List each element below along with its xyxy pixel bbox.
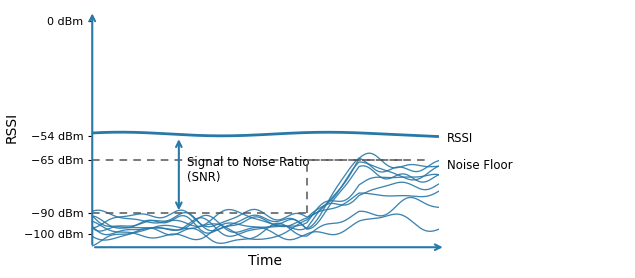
Text: RSSI: RSSI	[447, 132, 474, 145]
Text: Noise Floor: Noise Floor	[447, 159, 513, 172]
Text: Signal to Noise Ratio
(SNR): Signal to Noise Ratio (SNR)	[187, 157, 310, 185]
X-axis label: Time: Time	[248, 254, 283, 268]
Y-axis label: RSSI: RSSI	[4, 112, 18, 143]
